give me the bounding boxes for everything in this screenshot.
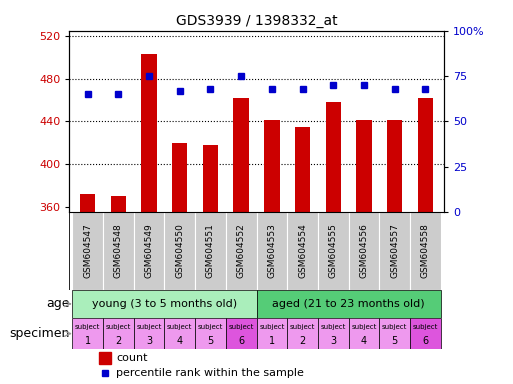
FancyBboxPatch shape	[287, 318, 318, 349]
Text: subject: subject	[198, 324, 223, 330]
FancyBboxPatch shape	[256, 290, 441, 318]
Text: 2: 2	[115, 336, 122, 346]
Bar	[418, 98, 433, 212]
FancyBboxPatch shape	[379, 212, 410, 290]
Text: 3: 3	[146, 336, 152, 346]
Text: subject: subject	[75, 324, 101, 330]
Bar	[326, 102, 341, 212]
Bar	[142, 54, 157, 212]
Text: GSM604549: GSM604549	[145, 223, 153, 278]
Text: young (3 to 5 months old): young (3 to 5 months old)	[92, 299, 237, 309]
Text: 5: 5	[391, 336, 398, 346]
Text: subject: subject	[259, 324, 285, 330]
FancyBboxPatch shape	[164, 318, 195, 349]
Text: subject: subject	[412, 324, 438, 330]
Bar	[99, 352, 111, 364]
Text: subject: subject	[106, 324, 131, 330]
FancyBboxPatch shape	[318, 212, 349, 290]
Bar	[233, 98, 249, 212]
Text: 5: 5	[207, 336, 213, 346]
Text: 1: 1	[85, 336, 91, 346]
Text: subject: subject	[228, 324, 254, 330]
Text: GSM604558: GSM604558	[421, 223, 430, 278]
Bar	[203, 145, 218, 212]
Text: 4: 4	[176, 336, 183, 346]
Text: age: age	[46, 297, 70, 310]
Text: subject: subject	[167, 324, 192, 330]
FancyBboxPatch shape	[349, 318, 379, 349]
FancyBboxPatch shape	[226, 318, 256, 349]
Text: subject: subject	[351, 324, 377, 330]
Title: GDS3939 / 1398332_at: GDS3939 / 1398332_at	[175, 14, 338, 28]
Bar	[356, 120, 371, 212]
FancyBboxPatch shape	[195, 212, 226, 290]
Text: GSM604550: GSM604550	[175, 223, 184, 278]
Text: 6: 6	[238, 336, 244, 346]
Bar	[295, 127, 310, 212]
FancyBboxPatch shape	[410, 318, 441, 349]
Text: GSM604554: GSM604554	[298, 223, 307, 278]
Text: subject: subject	[136, 324, 162, 330]
FancyBboxPatch shape	[318, 318, 349, 349]
Text: 1: 1	[269, 336, 275, 346]
Text: subject: subject	[321, 324, 346, 330]
Text: count: count	[116, 353, 148, 363]
Text: specimen: specimen	[10, 327, 70, 340]
FancyBboxPatch shape	[256, 212, 287, 290]
Text: GSM604548: GSM604548	[114, 223, 123, 278]
Bar	[264, 120, 280, 212]
Text: GSM604553: GSM604553	[267, 223, 277, 278]
FancyBboxPatch shape	[379, 318, 410, 349]
Text: GSM604557: GSM604557	[390, 223, 399, 278]
Text: 3: 3	[330, 336, 337, 346]
Text: 6: 6	[422, 336, 428, 346]
Text: percentile rank within the sample: percentile rank within the sample	[116, 368, 304, 378]
Bar	[387, 120, 402, 212]
Text: subject: subject	[290, 324, 315, 330]
Text: GSM604547: GSM604547	[83, 223, 92, 278]
FancyBboxPatch shape	[195, 318, 226, 349]
FancyBboxPatch shape	[134, 318, 164, 349]
Text: subject: subject	[382, 324, 407, 330]
FancyBboxPatch shape	[287, 212, 318, 290]
FancyBboxPatch shape	[164, 212, 195, 290]
FancyBboxPatch shape	[410, 212, 441, 290]
FancyBboxPatch shape	[72, 290, 256, 318]
Bar	[111, 196, 126, 212]
FancyBboxPatch shape	[134, 212, 164, 290]
Text: 2: 2	[300, 336, 306, 346]
FancyBboxPatch shape	[72, 212, 103, 290]
Text: GSM604556: GSM604556	[360, 223, 368, 278]
Bar	[80, 194, 95, 212]
FancyBboxPatch shape	[103, 318, 134, 349]
FancyBboxPatch shape	[226, 212, 256, 290]
FancyBboxPatch shape	[103, 212, 134, 290]
Text: aged (21 to 23 months old): aged (21 to 23 months old)	[272, 299, 425, 309]
Text: 4: 4	[361, 336, 367, 346]
Text: GSM604552: GSM604552	[236, 223, 246, 278]
Text: GSM604555: GSM604555	[329, 223, 338, 278]
FancyBboxPatch shape	[256, 318, 287, 349]
FancyBboxPatch shape	[72, 318, 103, 349]
Text: GSM604551: GSM604551	[206, 223, 215, 278]
FancyBboxPatch shape	[349, 212, 379, 290]
Bar	[172, 142, 187, 212]
